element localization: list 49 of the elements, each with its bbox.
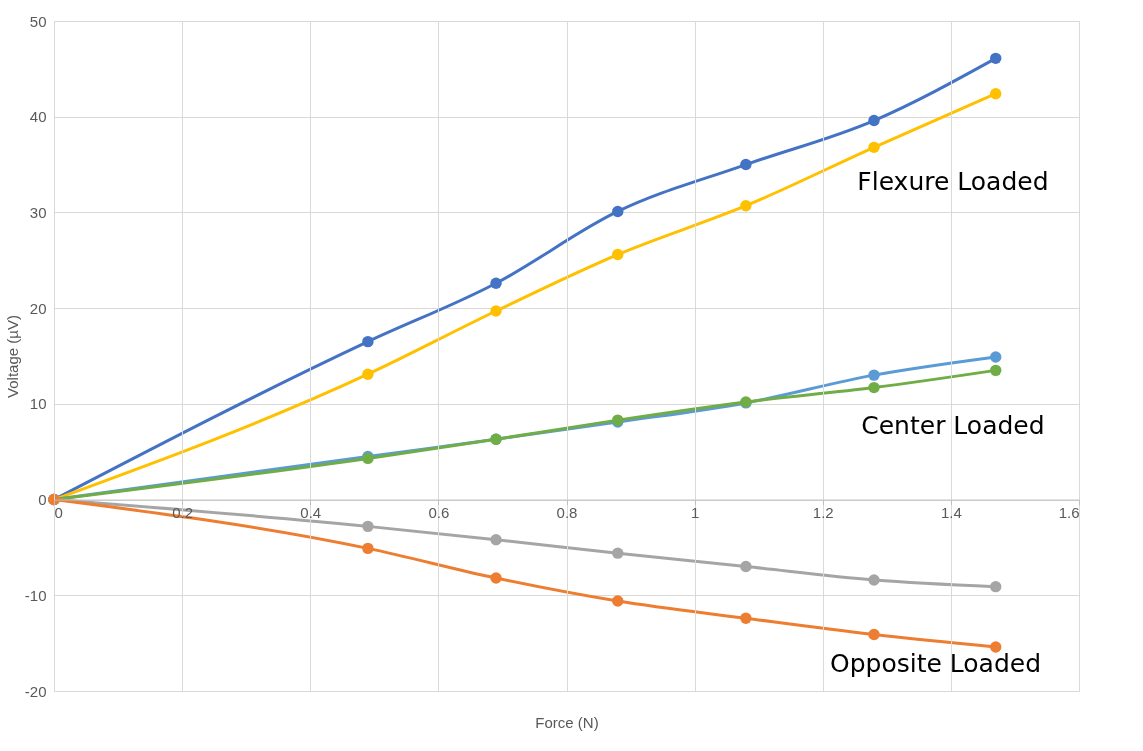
point bbox=[740, 158, 752, 171]
annotation: Center Loaded bbox=[861, 411, 1045, 441]
annotation: Opposite Loaded bbox=[829, 649, 1042, 679]
x-tick-label: 0.8 bbox=[556, 504, 578, 522]
point bbox=[490, 277, 502, 289]
point bbox=[868, 114, 880, 127]
y-tick-label: 30 bbox=[29, 203, 47, 221]
y-tick-label: -10 bbox=[24, 586, 47, 604]
point bbox=[868, 369, 880, 381]
point bbox=[740, 200, 752, 212]
x-tick-label: 1.2 bbox=[812, 504, 834, 522]
x-tick-label: 0.6 bbox=[428, 504, 450, 522]
annotation: Flexure Loaded bbox=[857, 166, 1049, 196]
point bbox=[990, 351, 1002, 363]
y-tick-label: 20 bbox=[29, 299, 47, 317]
y-tick-label: 50 bbox=[29, 12, 47, 30]
point bbox=[740, 612, 752, 624]
point bbox=[990, 88, 1002, 100]
point bbox=[362, 335, 374, 348]
point bbox=[362, 520, 374, 533]
point bbox=[868, 574, 880, 586]
y-tick-label: -20 bbox=[24, 682, 47, 700]
point bbox=[868, 141, 880, 154]
point bbox=[490, 572, 502, 584]
point bbox=[868, 628, 880, 641]
point bbox=[490, 534, 502, 546]
x-tick-label: 0 bbox=[54, 504, 63, 522]
point bbox=[362, 368, 374, 380]
point bbox=[612, 547, 624, 559]
point bbox=[990, 52, 1002, 65]
x-tick-label: 1 bbox=[690, 504, 700, 522]
x-axis-title: Force (N) bbox=[535, 713, 599, 731]
point bbox=[740, 560, 752, 573]
point bbox=[990, 580, 1002, 593]
point bbox=[868, 381, 880, 394]
point bbox=[990, 364, 1002, 377]
y-tick-label: 0 bbox=[38, 491, 47, 509]
y-tick-label: 40 bbox=[29, 108, 47, 126]
x-tick-label: 1.4 bbox=[940, 504, 962, 522]
point bbox=[612, 205, 624, 218]
x-tick-label: 0.4 bbox=[300, 504, 322, 522]
x-tick-label: 1.6 bbox=[1058, 504, 1080, 522]
point bbox=[612, 248, 624, 261]
point bbox=[612, 595, 624, 607]
point bbox=[990, 641, 1002, 653]
y-tick-label: 10 bbox=[29, 395, 47, 413]
point bbox=[362, 542, 374, 555]
point bbox=[490, 305, 502, 317]
y-axis-title: Voltage (µV) bbox=[3, 315, 21, 398]
